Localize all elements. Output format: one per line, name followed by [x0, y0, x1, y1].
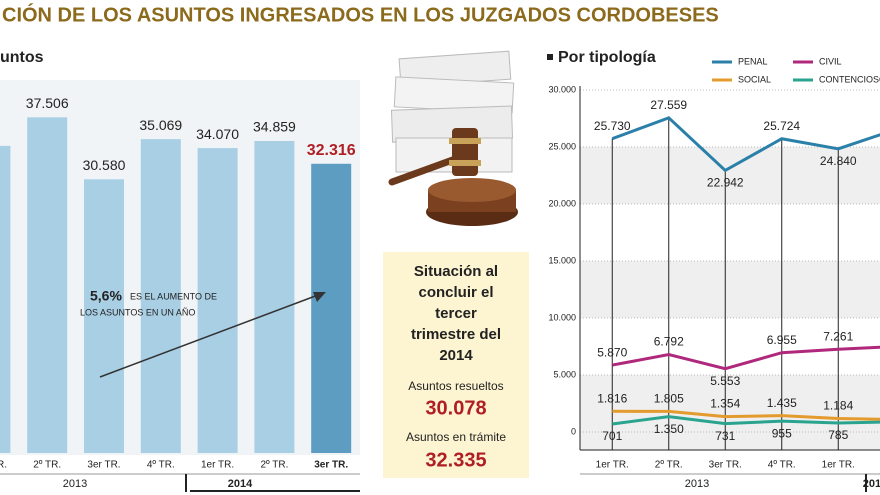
value-label: 5.870: [597, 345, 627, 359]
value-label: 1.435: [767, 396, 797, 410]
annotation-arrow: [99, 294, 319, 378]
value-label: 30.580: [83, 157, 126, 173]
year-label: 2014: [863, 478, 880, 490]
legend-label: PENAL: [738, 56, 768, 66]
x-tick-label: 3er TR.: [314, 460, 348, 471]
x-tick-label: 2º TR.: [33, 460, 61, 471]
x-tick-label: 1er TR.: [0, 460, 7, 471]
value-label: 37.506: [26, 95, 69, 111]
value-label: 1.805: [654, 392, 684, 406]
value-label: 32.316: [307, 142, 356, 159]
x-tick-label: 3er TR.: [709, 460, 742, 471]
info-heading: concluir el: [418, 284, 493, 301]
y-tick-label: 0: [571, 426, 576, 436]
value-label: 731: [715, 429, 735, 443]
value-label: 34.859: [253, 119, 296, 135]
value-label: 1.354: [710, 397, 740, 411]
plot-band: [580, 432, 880, 450]
value-label: 24.840: [820, 154, 857, 168]
x-tick-label: 3er TR.: [87, 460, 120, 471]
page-title: CIÓN DE LOS ASUNTOS INGRESADOS EN LOS JU…: [2, 2, 719, 26]
value-label: 1.350: [654, 422, 684, 436]
bar: [140, 139, 181, 453]
value-label: 785: [828, 428, 848, 442]
annotation-text: LOS ASUNTOS EN UN AÑO: [80, 307, 195, 317]
info-value: 30.078: [425, 397, 486, 419]
y-tick-label: 5.000: [553, 369, 576, 379]
x-tick-label: 2º TR.: [260, 460, 288, 471]
bar: [84, 179, 124, 453]
info-label: Asuntos en trámite: [406, 430, 506, 444]
bar: [197, 148, 238, 454]
series-line: [612, 415, 880, 426]
info-value: 32.335: [425, 449, 486, 471]
series-line: [611, 116, 880, 173]
bar-subtitle: untos: [0, 49, 44, 66]
y-tick-label: 30.000: [548, 84, 576, 94]
bar: [0, 145, 11, 453]
y-tick-label: 15.000: [548, 255, 576, 265]
info-heading: trimestre del: [411, 326, 501, 343]
x-tick-label: 1er TR.: [201, 460, 234, 471]
value-label: 6.792: [654, 335, 684, 349]
y-tick-label: 10.000: [548, 312, 576, 322]
info-heading: Situación al: [414, 263, 498, 280]
year-label: 2013: [685, 478, 709, 490]
value-label: 22.942: [707, 176, 744, 190]
annotation-arrowhead: [313, 292, 326, 302]
y-tick-label: 25.000: [548, 141, 576, 151]
value-label: 25.724: [763, 119, 800, 133]
x-tick-label: 4º TR.: [768, 460, 796, 471]
legend-label: SOCIAL: [738, 74, 771, 84]
plot-band: [580, 147, 880, 204]
papers-gavel-illustration: [388, 50, 518, 226]
info-heading: tercer: [435, 305, 477, 322]
info-label: Asuntos resueltos: [408, 379, 503, 393]
value-label: 1.184: [823, 399, 853, 413]
value-label: 25.730: [594, 119, 631, 133]
bar: [254, 141, 295, 453]
year-label: 2014: [228, 478, 253, 490]
value-label: 701: [602, 429, 622, 443]
year-label: 2013: [63, 478, 87, 490]
bar: [27, 117, 68, 454]
value-label: 7.261: [823, 329, 853, 343]
value-label: 955: [772, 426, 792, 440]
bullet: [547, 54, 553, 60]
info-heading: 2014: [439, 347, 473, 364]
annotation-highlight: 5,6%: [90, 288, 122, 304]
plot-band: [580, 261, 880, 318]
line-subtitle: Por tipología: [558, 49, 656, 66]
info-box: [383, 252, 529, 478]
y-tick-label: 20.000: [548, 198, 576, 208]
x-tick-label: 1er TR.: [596, 460, 629, 471]
legend-label: CONTENCIOSO: [819, 74, 880, 84]
bar: [311, 163, 352, 454]
value-label: 6.955: [767, 333, 797, 347]
annotation-text: ES EL AUMENTO DE: [130, 291, 217, 301]
series-line: [612, 409, 880, 421]
value-label: 5.553: [710, 374, 740, 388]
legend-label: CIVIL: [819, 56, 842, 66]
value-label: 27.559: [650, 98, 687, 112]
x-tick-label: 2º TR.: [655, 460, 683, 471]
x-tick-label: 1er TR.: [822, 460, 855, 471]
x-tick-label: 4º TR.: [147, 460, 175, 471]
series-line: [611, 345, 880, 371]
value-label: 1.816: [597, 391, 627, 405]
value-label: 34.070: [196, 126, 239, 142]
value-label: 35.069: [139, 117, 182, 133]
